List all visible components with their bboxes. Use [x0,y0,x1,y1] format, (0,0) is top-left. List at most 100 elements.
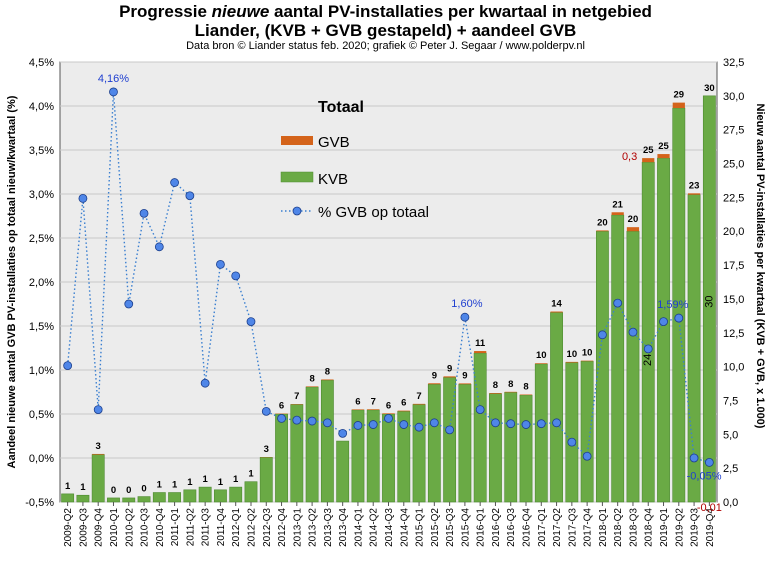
left-tick-label: 4,5% [29,57,54,69]
legend-swatch-gvb [281,136,313,145]
bar-gvb [367,409,380,410]
annotation-vertical-30: 30 [703,296,715,308]
bar-value-label: 3 [264,444,269,455]
pct-marker [368,420,378,429]
x-tick-label: 2012-Q2 [246,508,257,547]
bar-kvb [320,379,334,503]
title-prefix: Progressie [119,2,212,21]
x-tick-label: 2016-Q4 [522,508,533,547]
annotation-pct-max: 4,16% [98,73,129,85]
bar-kvb [580,360,594,503]
bar-gvb [321,379,334,381]
bar-gvb [504,391,517,393]
bar-gvb [92,453,105,455]
x-tick-label: 2016-Q3 [506,508,517,547]
bar-kvb [473,352,487,503]
bar-kvb [489,393,502,503]
pct-marker [170,178,179,187]
pct-marker [475,405,485,415]
bar-kvb [657,157,670,503]
bar-gvb [550,311,563,313]
pct-marker [185,191,195,201]
bar-kvb [519,394,533,503]
bar-value-label: 7 [416,391,421,402]
bar-value-label: 11 [475,338,486,349]
bar-value-label: 10 [536,350,547,361]
x-tick-label: 2018-Q3 [628,508,639,547]
bar-kvb [611,214,625,503]
right-tick-label: 20,0 [723,226,744,238]
right-tick-label: 22,5 [723,192,744,204]
title-suffix: aantal PV-installaties per kwartaal in n… [269,2,652,21]
pct-marker [460,312,470,322]
bar-kvb [168,492,182,503]
annotation-gvb-2018: 0,3 [622,151,637,163]
bar-kvb [214,489,227,503]
chart-title-line-2: Liander, (KVB + GVB gestapeld) + aandeel… [194,21,577,40]
x-tick-label: 2017-Q4 [583,508,594,547]
bar-value-label: 8 [523,382,528,393]
bar-value-label: 9 [447,363,452,374]
bar-kvb [458,383,472,503]
annotation-vertical-24: 24 [642,354,654,366]
right-tick-label: 30,0 [723,91,744,103]
x-tick-label: 2015-Q3 [445,508,456,547]
bar-value-label: 8 [325,366,330,377]
left-tick-label: 3,5% [29,145,54,157]
bar-kvb [244,481,258,503]
x-tick-label: 2016-Q1 [476,508,487,547]
x-tick-label: 2018-Q2 [613,508,624,547]
x-tick-label: 2014-Q4 [399,508,410,547]
bar-kvb [565,362,579,503]
bar-value-label: 21 [612,199,623,210]
bar-value-label: 9 [432,370,437,381]
pct-marker [704,457,714,467]
bar-gvb [581,360,594,362]
x-tick-label: 2014-Q3 [384,508,395,547]
x-tick-label: 2014-Q1 [353,508,364,547]
bar-value-label: 1 [80,482,86,493]
pct-marker [200,378,210,388]
right-tick-label: 10,0 [723,362,744,374]
annotation-pct-last: -0,05% [687,470,722,482]
bar-labels-group: 1130001111111367884676679991188810141010… [65,83,715,496]
bar-value-label: 8 [309,373,314,384]
pct-marker [414,422,424,432]
title-emphasis: nieuwe [211,2,270,21]
legend-label-kvb: KVB [318,171,348,188]
right-tick-label: 12,5 [723,328,744,340]
bar-gvb [657,154,670,159]
left-tick-label: 1,5% [29,321,54,333]
bar-kvb [336,440,350,503]
pct-marker [78,193,88,203]
x-tick-label: 2012-Q4 [277,508,288,547]
pct-marker [598,330,607,340]
pct-marker [154,242,164,252]
x-tick-label: 2019-Q1 [659,508,670,547]
bar-kvb [91,454,105,503]
bar-kvb [534,363,548,503]
annotation-pct-2019: 1,59% [657,299,688,311]
pct-marker [261,406,271,416]
bar-kvb [229,486,243,503]
bar-kvb [183,489,197,503]
x-tick-label: 2010-Q3 [140,508,151,547]
bar-value-label: 1 [248,469,254,480]
annotation-gvb-last: -0,01 [697,502,722,514]
x-tick-label: 2014-Q2 [369,508,380,547]
legend-label-gvb: GVB [318,134,350,151]
left-tick-label: 0,5% [29,409,54,421]
bar-gvb [642,158,655,163]
pct-marker [552,418,561,428]
bar-value-label: 20 [628,214,639,225]
pct-marker [491,418,500,428]
x-tick-label: 2015-Q1 [415,508,426,547]
chart-title-block: Progressie nieuwe aantal PV-installaties… [0,2,771,53]
x-tick-label: 2013-Q4 [338,508,349,547]
left-tick-label: 2,5% [29,233,54,245]
bar-gvb [412,403,426,405]
x-tick-label: 2019-Q3 [690,508,701,547]
bar-kvb [107,497,120,503]
x-tick-label: 2013-Q2 [308,508,319,547]
pct-marker [628,327,638,337]
